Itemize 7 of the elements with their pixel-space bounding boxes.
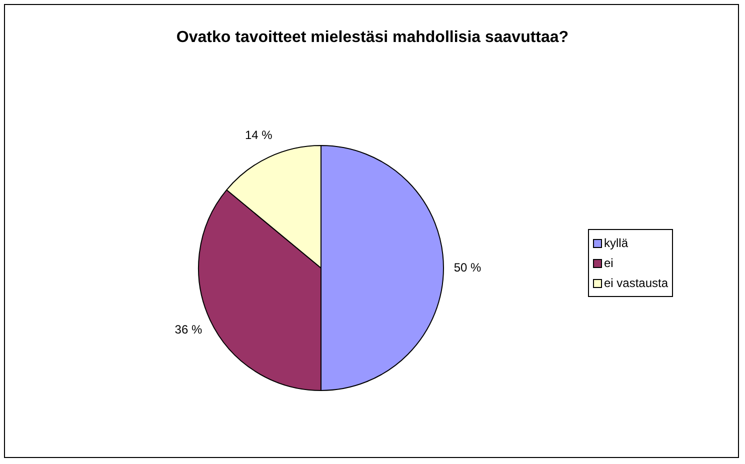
legend-label: ei [604,256,614,270]
data-label: 14 % [244,128,273,142]
legend-label: kyllä [604,236,628,250]
legend-label: ei vastausta [604,276,668,290]
chart-title: Ovatko tavoitteet mielestäsi mahdollisia saavuttaa? [175,29,570,47]
data-label: 50 % [454,260,482,274]
data-label: 36 % [174,322,202,337]
